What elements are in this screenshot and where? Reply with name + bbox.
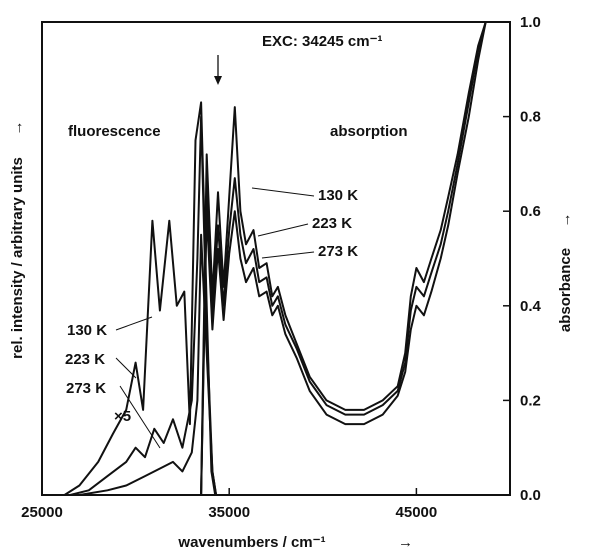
plot-frame [41, 21, 511, 496]
scale-factor-label: ×5 [114, 408, 131, 425]
series-absorption-223k [200, 21, 492, 496]
x-axis-title: wavenumbers / cm⁻¹ [177, 534, 325, 551]
fluo-label-273k: 273 K [66, 380, 106, 397]
y-right-axis-title: absorbance [557, 248, 574, 332]
abs-label-130k: 130 K [318, 187, 358, 204]
series-absorption-273k [200, 21, 492, 496]
x-axis-arrow: → [398, 534, 413, 551]
y-tick-label: 0.2 [520, 392, 541, 409]
abs-label-223k: 223 K [312, 215, 352, 232]
fluo-label-223k: 223 K [65, 351, 105, 368]
excitation-arrow [214, 55, 222, 85]
y-right-axis-ticks: 0.0 0.2 0.4 0.6 0.8 1.0 [503, 14, 542, 504]
abs-leader-lines [251, 187, 315, 259]
x-axis-ticks: 25000 35000 45000 [21, 488, 437, 521]
x-tick-label: 45000 [396, 504, 438, 521]
y-tick-label: 1.0 [520, 14, 541, 31]
y-tick-label: 0.8 [520, 109, 541, 126]
series-absorption-130k [200, 21, 492, 496]
y-tick-label: 0.0 [520, 487, 541, 504]
x-tick-label: 25000 [21, 504, 63, 521]
y-left-axis-title: rel. intensity / arbitrary units [9, 157, 26, 359]
abs-label-273k: 273 K [318, 243, 358, 260]
x-tick-label: 35000 [208, 504, 250, 521]
y-tick-label: 0.6 [520, 203, 541, 220]
excitation-label: EXC: 34245 cm⁻¹ [262, 33, 382, 50]
fluo-leader-lines [115, 316, 161, 449]
series-fluorescence-223k [69, 115, 218, 496]
fluorescence-label: fluorescence [68, 123, 161, 140]
curves-layer [63, 21, 492, 496]
y-tick-label: 0.4 [520, 298, 542, 315]
fluo-label-130k: 130 K [67, 322, 107, 339]
y-left-axis-arrow: → [9, 121, 26, 136]
absorption-label: absorption [330, 123, 408, 140]
y-right-axis-arrow: → [557, 213, 574, 228]
series-fluorescence-273k [79, 233, 218, 496]
